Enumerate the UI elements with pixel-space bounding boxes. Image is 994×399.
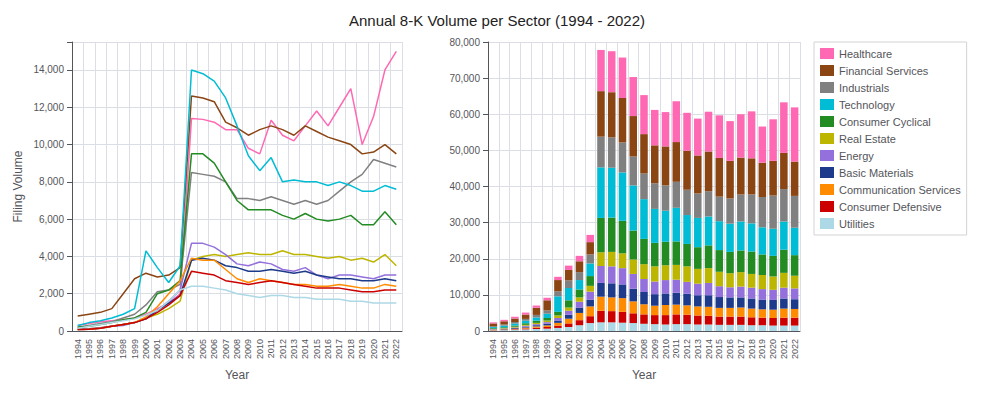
svg-text:80,000: 80,000 (449, 37, 480, 48)
svg-text:0: 0 (474, 326, 480, 337)
svg-text:1994: 1994 (488, 339, 498, 359)
svg-text:10,000: 10,000 (33, 139, 64, 150)
svg-text:1999: 1999 (542, 339, 552, 359)
svg-text:30,000: 30,000 (449, 217, 480, 228)
svg-text:2008: 2008 (232, 339, 242, 359)
svg-text:1994: 1994 (73, 339, 83, 359)
svg-text:8,000: 8,000 (39, 176, 64, 187)
svg-text:14,000: 14,000 (33, 64, 64, 75)
svg-text:2001: 2001 (564, 339, 574, 359)
svg-text:1996: 1996 (510, 339, 520, 359)
svg-text:2018: 2018 (346, 339, 356, 359)
svg-text:2021: 2021 (380, 339, 390, 359)
svg-text:2005: 2005 (607, 339, 617, 359)
svg-text:2000: 2000 (141, 339, 151, 359)
svg-text:2012: 2012 (682, 339, 692, 359)
svg-text:2007: 2007 (221, 339, 231, 359)
svg-text:2010: 2010 (661, 339, 671, 359)
svg-text:2010: 2010 (255, 339, 265, 359)
svg-text:Technology: Technology (839, 99, 895, 111)
svg-text:2013: 2013 (693, 339, 703, 359)
svg-text:Real Estate: Real Estate (839, 133, 896, 145)
svg-text:2017: 2017 (736, 339, 746, 359)
svg-text:2001: 2001 (152, 339, 162, 359)
svg-text:2012: 2012 (278, 339, 288, 359)
svg-text:2007: 2007 (628, 339, 638, 359)
svg-text:Utilities: Utilities (839, 218, 875, 230)
svg-text:2022: 2022 (790, 339, 800, 359)
svg-text:Filing Volume: Filing Volume (11, 150, 25, 222)
svg-text:2019: 2019 (357, 339, 367, 359)
svg-text:2015: 2015 (714, 339, 724, 359)
svg-text:2008: 2008 (639, 339, 649, 359)
svg-text:2018: 2018 (747, 339, 757, 359)
svg-text:2019: 2019 (757, 339, 767, 359)
svg-text:1999: 1999 (130, 339, 140, 359)
svg-text:2011: 2011 (266, 339, 276, 358)
svg-text:1998: 1998 (531, 339, 541, 359)
svg-text:2014: 2014 (704, 339, 714, 359)
svg-text:20,000: 20,000 (449, 253, 480, 264)
svg-text:1995: 1995 (499, 339, 509, 359)
svg-text:2020: 2020 (768, 339, 778, 359)
svg-text:1995: 1995 (84, 339, 94, 359)
svg-text:2002: 2002 (574, 339, 584, 359)
svg-text:50,000: 50,000 (449, 145, 480, 156)
svg-text:Annual 8-K Volume per Sector (: Annual 8-K Volume per Sector (1994 - 202… (349, 12, 645, 29)
svg-text:Industrials: Industrials (839, 82, 890, 94)
svg-text:6,000: 6,000 (39, 214, 64, 225)
svg-text:60,000: 60,000 (449, 109, 480, 120)
svg-text:2011: 2011 (671, 339, 681, 358)
svg-text:Financial Services: Financial Services (839, 65, 929, 77)
svg-text:2013: 2013 (289, 339, 299, 359)
svg-text:2006: 2006 (617, 339, 627, 359)
svg-text:2005: 2005 (198, 339, 208, 359)
svg-text:1998: 1998 (118, 339, 128, 359)
svg-text:0: 0 (58, 326, 64, 337)
svg-text:Consumer Cyclical: Consumer Cyclical (839, 116, 931, 128)
svg-text:2017: 2017 (334, 339, 344, 359)
svg-text:2002: 2002 (164, 339, 174, 359)
svg-text:2020: 2020 (369, 339, 379, 359)
svg-text:2004: 2004 (596, 339, 606, 359)
svg-text:Year: Year (632, 368, 656, 382)
svg-text:10,000: 10,000 (449, 289, 480, 300)
svg-text:Basic Materials: Basic Materials (839, 167, 914, 179)
svg-text:4,000: 4,000 (39, 251, 64, 262)
svg-text:2,000: 2,000 (39, 288, 64, 299)
svg-text:Consumer Defensive: Consumer Defensive (839, 201, 942, 213)
svg-text:2021: 2021 (779, 339, 789, 359)
svg-text:2006: 2006 (209, 339, 219, 359)
svg-text:2022: 2022 (391, 339, 401, 359)
svg-text:40,000: 40,000 (449, 181, 480, 192)
svg-text:1997: 1997 (107, 339, 117, 359)
svg-text:2016: 2016 (725, 339, 735, 359)
svg-text:Energy: Energy (839, 150, 874, 162)
svg-text:2016: 2016 (323, 339, 333, 359)
svg-text:2003: 2003 (175, 339, 185, 359)
svg-text:2009: 2009 (243, 339, 253, 359)
svg-text:12,000: 12,000 (33, 102, 64, 113)
svg-text:2014: 2014 (300, 339, 310, 359)
svg-text:2000: 2000 (553, 339, 563, 359)
svg-text:2003: 2003 (585, 339, 595, 359)
svg-text:2015: 2015 (312, 339, 322, 359)
svg-text:2004: 2004 (186, 339, 196, 359)
svg-text:1997: 1997 (521, 339, 531, 359)
svg-text:1996: 1996 (95, 339, 105, 359)
svg-text:Year: Year (225, 368, 249, 382)
svg-text:Communication Services: Communication Services (839, 184, 961, 196)
svg-text:Healthcare: Healthcare (839, 48, 892, 60)
svg-text:2009: 2009 (650, 339, 660, 359)
svg-text:70,000: 70,000 (449, 73, 480, 84)
